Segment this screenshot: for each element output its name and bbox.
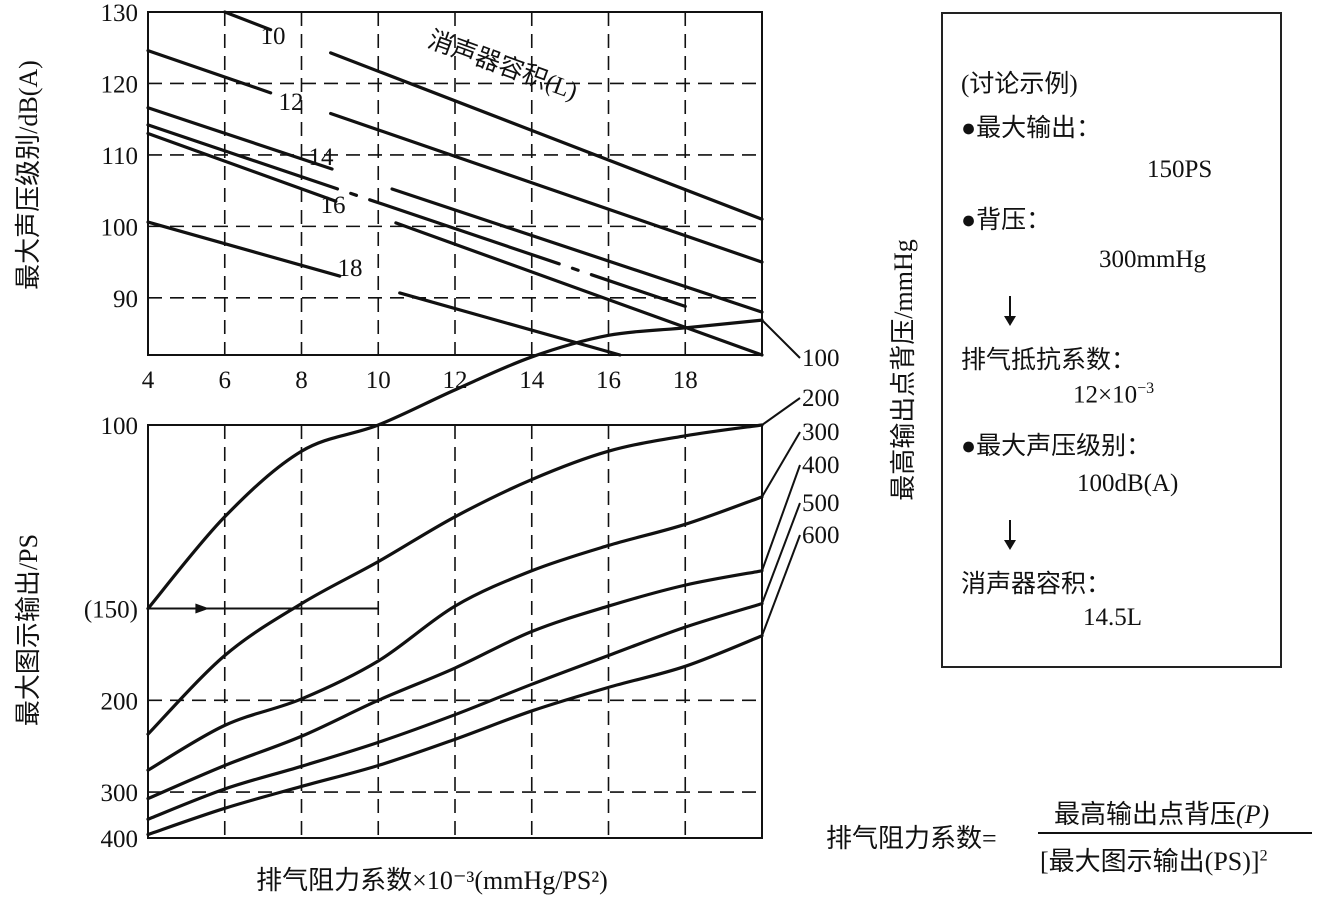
bottom-y-tick-label: (150) (84, 597, 138, 624)
backpressure-curve-300 (146, 495, 764, 772)
resistance-formula: 排气阻力系数= 最高输出点背压(P) [最大图示输出(PS)]2 (826, 786, 1316, 886)
bottom-y-tick-label: 100 (101, 413, 139, 440)
bottom-y-tick-label: 300 (101, 780, 139, 807)
muffler-volume-value: 14.5L (1083, 604, 1143, 631)
curve-leader-line (761, 534, 801, 637)
formula-denominator: [最大图示输出(PS)]2 (1040, 847, 1268, 876)
top-y-tick-label: 100 (101, 214, 139, 241)
formula-numerator: 最高输出点背压(P) (1054, 800, 1270, 829)
resistance-coefficient-label: 排气抵抗系数： (961, 347, 1137, 374)
bottom-plot-frame (147, 424, 763, 839)
max-sound-level-value: 100dB(A) (1077, 470, 1179, 497)
backpressure-label-400: 400 (802, 452, 840, 479)
backpressure-label-200: 200 (802, 385, 840, 412)
top-x-tick-label: 14 (519, 367, 545, 394)
volume-label-18: 18 (338, 255, 363, 282)
backpressure-curve-200 (146, 423, 764, 736)
top-x-tick-label: 12 (443, 367, 468, 394)
top-x-tick-label: 4 (142, 367, 155, 394)
max-sound-level-label: ●最大声压级别： (961, 433, 1152, 460)
max-output-label: ●最大输出： (961, 115, 1102, 142)
volume-line-10L (223, 10, 764, 221)
top-plot-frame (147, 11, 763, 356)
volume-line-12L (146, 48, 764, 264)
volume-line-18L (146, 220, 622, 357)
formula-lhs: 排气阻力系数= (826, 824, 997, 853)
volume-label-14: 14 (309, 144, 335, 171)
curve-leader-line (761, 502, 801, 604)
backpressure-value: 300mmHg (1099, 246, 1206, 273)
resistance-coefficient-value: 12×10−3 (1073, 380, 1155, 409)
top-x-tick-label: 18 (673, 367, 698, 394)
discussion-example-box: (讨论示例) ●最大输出： 150PS ●背压： 300mmHg 排气抵抗系数：… (941, 12, 1282, 668)
top-y-tick-label: 90 (113, 286, 138, 313)
backpressure-curve-100 (146, 318, 764, 611)
backpressure-curve-500 (146, 601, 764, 821)
top-x-tick-label: 10 (366, 367, 391, 394)
example-line-dash-dot (146, 123, 687, 309)
bottom-y-tick-label: 200 (101, 688, 139, 715)
volume-line-16L (146, 131, 764, 357)
volume-label-16: 16 (321, 192, 346, 219)
top-x-tick-label: 16 (596, 367, 621, 394)
backpressure-label: ●背压： (961, 207, 1052, 234)
bottom-y-tick-label: 400 (101, 826, 139, 853)
backpressure-axis-title: 最高输出点背压/mmHg (889, 239, 918, 500)
max-output-value: 150PS (1147, 156, 1213, 183)
example-heading: (讨论示例) (961, 71, 1078, 98)
volume-line-14L (146, 106, 764, 314)
bottom-y-axis-title: 最大图示输出/PS (14, 534, 43, 726)
down-arrow-icon (1004, 520, 1016, 550)
top-y-tick-label: 120 (101, 71, 139, 98)
backpressure-label-100: 100 (802, 345, 840, 372)
curve-leader-line (761, 319, 801, 359)
top-y-axis-title: 最大声压级别/dB(A) (14, 60, 43, 290)
volume-label-10: 10 (261, 23, 286, 50)
top-y-tick-label: 130 (101, 0, 139, 27)
curve-leader-line (761, 431, 801, 498)
curve-leader-line (761, 397, 801, 426)
top-x-tick-label: 6 (219, 367, 232, 394)
backpressure-label-300: 300 (802, 419, 840, 446)
muffler-volume-label: 消声器容积： (961, 571, 1112, 598)
backpressure-curve-600 (146, 634, 764, 837)
backpressure-label-500: 500 (802, 490, 840, 517)
curve-leader-line (761, 464, 801, 572)
x-axis-title: 排气阻力系数×10⁻³(mmHg/PS²) (256, 866, 608, 895)
backpressure-curve-400 (146, 569, 764, 801)
top-x-tick-label: 8 (295, 367, 308, 394)
arrow-right-icon (195, 603, 210, 614)
fraction-bar (1038, 832, 1312, 834)
top-y-tick-label: 110 (101, 143, 138, 170)
muffler-volume-annotation: 消声器容积(L) (424, 25, 581, 105)
volume-label-12: 12 (279, 89, 304, 116)
backpressure-label-600: 600 (802, 522, 840, 549)
down-arrow-icon (1004, 296, 1016, 326)
